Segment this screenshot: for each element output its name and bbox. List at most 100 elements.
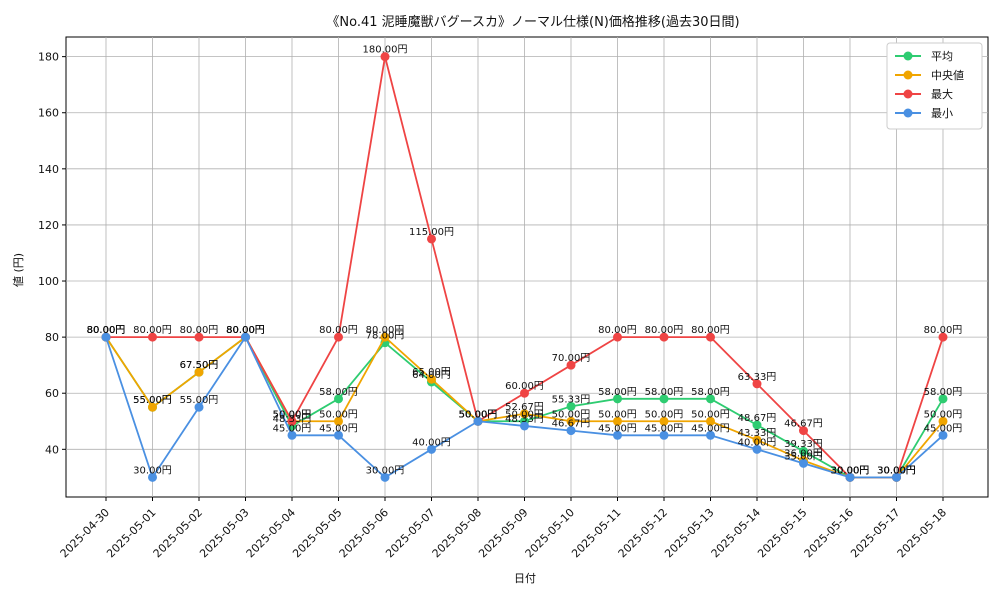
data-label-最大: 46.67円	[784, 419, 823, 430]
data-point-最小	[380, 472, 390, 482]
data-point-最大	[148, 332, 157, 342]
data-label-平均: 55.00円	[133, 395, 172, 406]
data-label-最大: 80.00円	[924, 325, 963, 336]
data-point-平均	[334, 394, 343, 404]
data-label-最小: 35.00円	[784, 451, 823, 462]
data-label-平均: 30.00円	[831, 465, 870, 476]
data-point-平均	[938, 394, 948, 404]
data-point-最大	[799, 426, 808, 436]
data-point-最小	[194, 402, 204, 412]
data-label-中央値: 30.00円	[831, 465, 870, 476]
data-label-最大: 60.00円	[505, 381, 544, 392]
data-point-最小	[520, 421, 529, 431]
legend-box	[886, 42, 983, 130]
data-label-最小: 45.00円	[273, 423, 312, 434]
data-point-最大	[752, 379, 762, 389]
data-label-平均: 58.00円	[319, 387, 358, 398]
grid-lines	[66, 37, 988, 497]
data-label-最小: 30.00円	[133, 465, 172, 476]
data-label-平均: 58.00円	[691, 387, 730, 398]
data-label-中央値: 80.00円	[87, 325, 126, 336]
data-point-最小	[799, 458, 808, 468]
data-label-中央値: 50.00円	[598, 409, 637, 420]
data-label-平均: 48.33円	[273, 414, 312, 425]
data-label-最小: 55.00円	[180, 395, 219, 406]
legend-marker-平均	[903, 51, 913, 61]
data-point-最小	[938, 430, 948, 440]
data-label-最大: 80.00円	[87, 325, 126, 336]
data-point-最大	[706, 332, 715, 342]
data-label-平均: 39.33円	[784, 439, 823, 450]
y-tick-label: 160	[38, 107, 59, 120]
data-point-最大	[938, 332, 948, 342]
y-tick-label: 120	[38, 219, 59, 232]
data-point-中央値	[613, 416, 622, 426]
y-axis-title: 値 (円)	[12, 253, 25, 287]
data-point-平均	[799, 446, 808, 456]
data-label-最小: 80.00円	[226, 325, 265, 336]
data-label-最大: 30.00円	[831, 465, 870, 476]
data-label-中央値: 50.00円	[691, 409, 730, 420]
data-point-最小	[427, 444, 436, 454]
data-label-最大: 50.00円	[459, 409, 498, 420]
data-label-最小: 30.00円	[831, 465, 870, 476]
data-label-最小: 40.00円	[738, 437, 777, 448]
legend-label: 中央値	[931, 69, 964, 82]
data-point-最大	[334, 332, 343, 342]
data-point-最小	[287, 430, 297, 440]
data-label-最小: 45.00円	[319, 423, 358, 434]
data-point-最大	[380, 52, 390, 62]
data-point-最小	[566, 426, 576, 436]
data-point-最小	[752, 444, 762, 454]
data-label-平均: 64.00円	[412, 370, 451, 381]
x-axis-ticks: 2025-04-302025-05-012025-05-022025-05-03…	[58, 497, 949, 560]
data-label-平均: 78.00円	[366, 331, 405, 342]
data-label-最小: 50.00円	[459, 409, 498, 420]
data-point-最小	[706, 430, 715, 440]
y-tick-label: 60	[45, 387, 59, 400]
data-point-中央値	[380, 332, 390, 342]
data-label-最小: 48.33円	[505, 414, 544, 425]
data-point-中央値	[194, 367, 204, 377]
data-label-平均: 58.00円	[924, 387, 963, 398]
data-point-最小	[613, 430, 622, 440]
data-label-中央値: 80.00円	[366, 325, 405, 336]
data-label-中央値: 30.00円	[877, 465, 916, 476]
data-label-平均: 80.00円	[226, 325, 265, 336]
data-label-中央値: 50.00円	[645, 409, 684, 420]
data-label-中央値: 65.00円	[412, 367, 451, 378]
data-label-中央値: 50.00円	[319, 409, 358, 420]
data-point-平均	[706, 394, 715, 404]
data-label-最小: 45.00円	[598, 423, 637, 434]
data-point-中央値	[659, 416, 669, 426]
data-point-最大	[566, 360, 576, 370]
legend-label: 平均	[931, 50, 953, 63]
y-tick-label: 40	[45, 443, 59, 456]
data-label-最小: 40.00円	[412, 437, 451, 448]
data-label-平均: 55.33円	[552, 394, 591, 405]
data-label-中央値: 50.00円	[552, 409, 591, 420]
y-axis-ticks: 40 60 80 100 120 140 160 180	[38, 51, 66, 456]
data-label-平均: 30.00円	[877, 465, 916, 476]
data-label-平均: 58.00円	[645, 387, 684, 398]
data-point-中央値	[148, 402, 157, 412]
data-label-中央値: 36.00円	[784, 449, 823, 460]
data-point-中央値	[706, 416, 715, 426]
data-label-最大: 115.00円	[409, 227, 454, 238]
data-point-中央値	[566, 416, 576, 426]
x-axis-title: 日付	[514, 572, 536, 585]
data-label-最大: 80.00円	[645, 325, 684, 336]
data-label-最大: 50.00円	[273, 409, 312, 420]
legend-marker-最小	[903, 108, 913, 118]
data-point-平均	[752, 420, 762, 430]
data-label-中央値: 50.00円	[459, 409, 498, 420]
y-tick-label: 100	[38, 275, 59, 288]
legend-label: 最小	[931, 107, 953, 120]
data-point-中央値	[938, 416, 948, 426]
legend-marker-最大	[903, 89, 913, 99]
data-point-平均	[566, 401, 576, 411]
data-point-最小	[101, 332, 111, 342]
data-label-中央値: 50.00円	[273, 409, 312, 420]
